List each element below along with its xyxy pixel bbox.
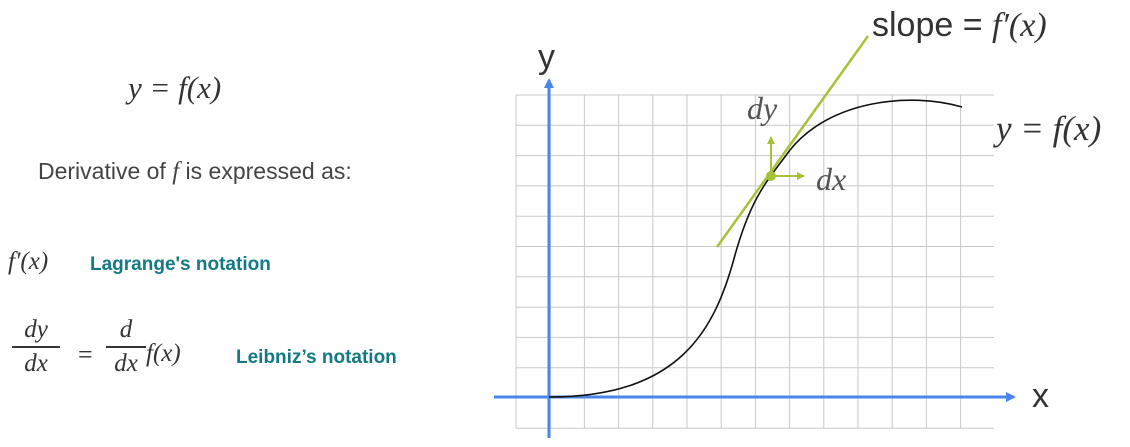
lagrange-label: Lagrange's notation xyxy=(90,254,271,275)
tangent-point xyxy=(766,171,776,181)
leibniz-label: Leibniz’s notation xyxy=(236,347,397,368)
derivative-suffix: is expressed as: xyxy=(179,158,352,184)
curve-label: y = f(x) xyxy=(993,109,1101,148)
y-axis-label: y xyxy=(538,38,555,76)
tangent-line xyxy=(715,35,870,248)
leibniz-denominator-dx2: dx xyxy=(114,349,138,377)
leibniz-fraction-d-dx: d dx xyxy=(106,316,146,378)
function-equation: y = f(x) xyxy=(128,70,222,105)
lagrange-expression: f′(x) xyxy=(8,248,49,275)
derivative-description: Derivative of f is expressed as: xyxy=(38,158,352,186)
fraction-bar xyxy=(106,346,146,348)
leibniz-denominator-dx: dx xyxy=(24,349,48,377)
leibniz-equals: = xyxy=(78,340,93,369)
dy-label: dy xyxy=(747,90,778,126)
leibniz-fraction-dy-dx: dy dx xyxy=(12,316,60,378)
x-axis-label: x xyxy=(1032,377,1049,415)
slope-prefix: slope = xyxy=(872,6,992,44)
leibniz-numerator-dy: dy xyxy=(24,316,48,343)
dx-label: dx xyxy=(816,161,846,197)
leibniz-numerator-d: d xyxy=(119,316,133,343)
derivative-prefix: Derivative of xyxy=(38,158,173,184)
fraction-bar xyxy=(12,346,60,348)
slope-expression: f′(x) xyxy=(992,7,1047,44)
leibniz-fx: f(x) xyxy=(146,340,181,367)
function-curve xyxy=(548,99,963,398)
slope-label: slope = f′(x) xyxy=(872,6,1047,44)
grid xyxy=(515,94,994,429)
derivative-f: f xyxy=(172,158,180,185)
